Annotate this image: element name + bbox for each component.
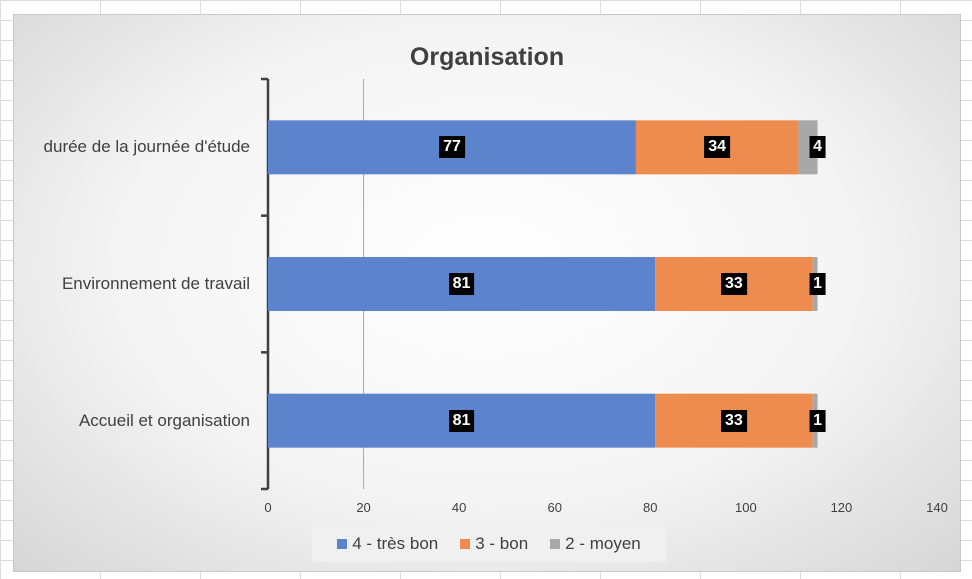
chart-title: Organisation — [409, 43, 565, 71]
legend-item: 4 - très bon — [337, 534, 438, 554]
x-tick-label: 120 — [830, 500, 853, 515]
legend-label: 3 - bon — [475, 534, 529, 553]
x-tick-label: 20 — [356, 500, 371, 515]
data-label: 34 — [704, 136, 731, 159]
x-tick-label: 0 — [264, 500, 272, 515]
data-label: 33 — [721, 273, 747, 295]
bar-segment — [798, 120, 818, 175]
data-label: 1 — [809, 409, 826, 432]
legend-swatch — [337, 539, 348, 549]
data-label: 81 — [448, 409, 475, 432]
legend-swatch — [550, 539, 561, 549]
category-label: Accueil et organisation — [78, 410, 250, 430]
x-tick-label: 60 — [547, 500, 562, 515]
x-tick-label: 100 — [734, 500, 757, 515]
chart-area[interactable]: Organisation durée de la journée d'étude… — [13, 14, 961, 572]
category-label: Environnement de travail — [61, 274, 250, 293]
data-label: 4 — [809, 136, 826, 159]
legend-item: 2 - moyen — [550, 534, 641, 554]
x-tick-label: 40 — [451, 500, 467, 515]
data-label: 77 — [439, 136, 465, 159]
legend[interactable]: 4 - très bon 3 - bon 2 - moyen — [312, 526, 666, 562]
category-label: durée de la journée d'étude — [43, 137, 250, 157]
x-tick-label: 80 — [643, 500, 658, 515]
legend-swatch — [460, 539, 471, 549]
data-label: 81 — [448, 273, 475, 295]
legend-label: 4 - très bon — [352, 534, 439, 553]
legend-item: 3 - bon — [460, 534, 528, 554]
x-tick-label: 140 — [926, 500, 948, 515]
data-label: 33 — [721, 409, 747, 432]
legend-label: 2 - moyen — [565, 534, 641, 553]
data-label: 1 — [809, 273, 826, 295]
